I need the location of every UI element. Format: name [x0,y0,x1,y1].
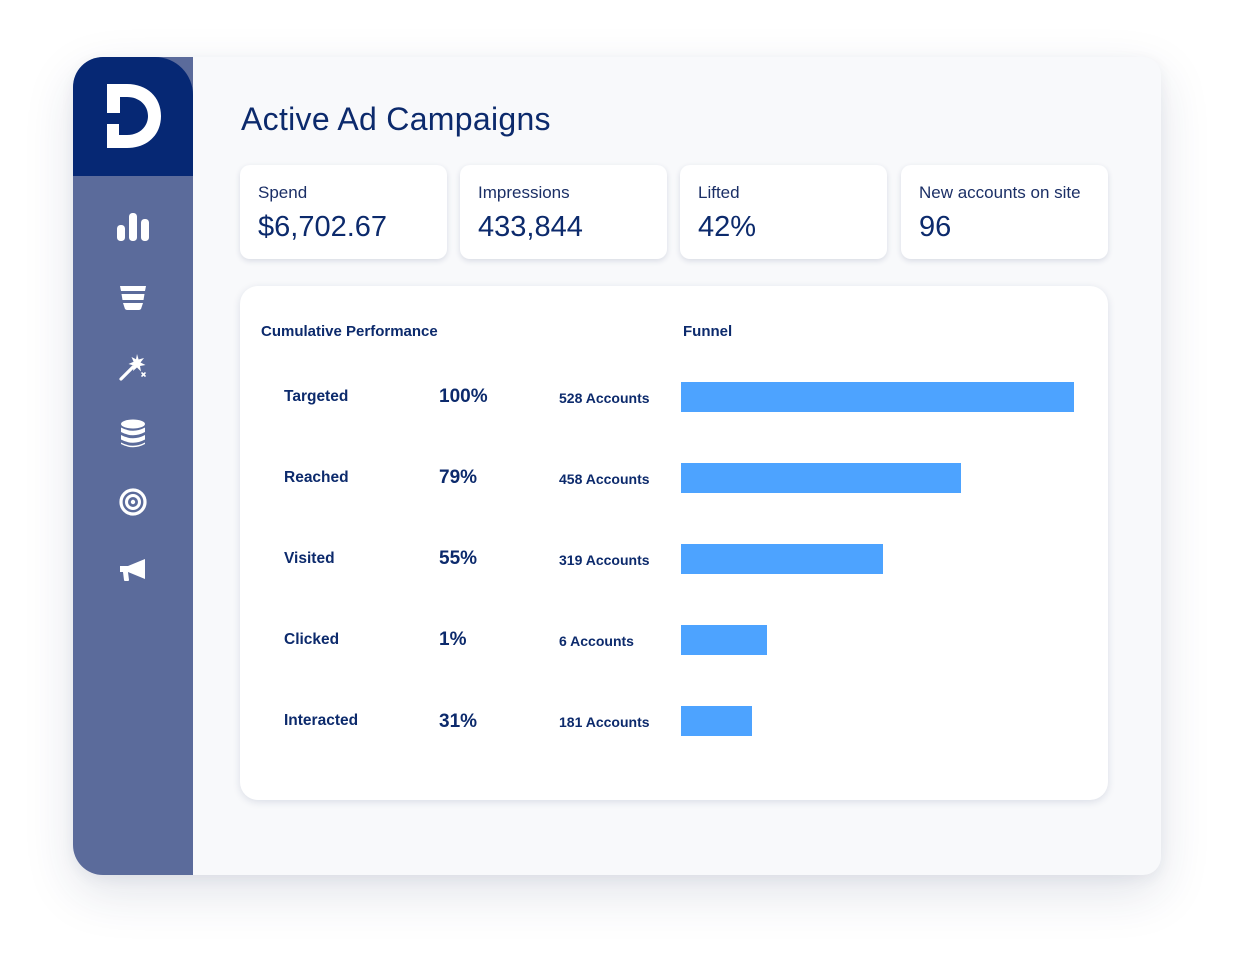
funnel-heading: Funnel [683,323,733,340]
stage-label-interacted: Interacted [284,712,359,729]
stage-percent-visited: 55% [439,548,478,569]
stage-accounts-reached: 458 Accounts [559,471,650,487]
funnel-bar-targeted[interactable] [681,382,1074,412]
stage-accounts-targeted: 528 Accounts [559,390,650,406]
magic-wand-icon [119,354,146,381]
stage-percent-interacted: 31% [439,711,478,732]
megaphone-icon [120,559,145,581]
kpi-label: New accounts on site [919,183,1081,202]
nav-targeting[interactable] [113,482,153,522]
page-title: Active Ad Campaigns [241,101,551,137]
funnel-bar-interacted[interactable] [681,706,752,736]
database-icon [121,419,145,448]
funnel-icon [120,286,146,310]
kpi-card-impressions[interactable]: Impressions 433,844 [460,165,667,259]
nav-analytics[interactable] [113,207,153,247]
nav-magic[interactable] [113,347,153,387]
kpi-value: 433,844 [478,211,583,243]
logo-block[interactable] [73,57,193,176]
sidebar [73,57,193,875]
stage-percent-reached: 79% [439,467,478,488]
target-icon [119,488,147,516]
kpi-label: Impressions [478,183,570,202]
kpi-card-new-accounts[interactable]: New accounts on site 96 [901,165,1108,259]
stage-accounts-clicked: 6 Accounts [559,633,634,649]
stage-accounts-visited: 319 Accounts [559,552,650,568]
app-window: Active Ad Campaigns Spend $6,702.67 Impr… [73,57,1161,875]
nav-data[interactable] [113,414,153,454]
kpi-value: 96 [919,211,952,243]
stage-label-clicked: Clicked [284,631,340,648]
kpi-value: 42% [698,211,757,243]
funnel-bar-reached[interactable] [681,463,961,493]
stage-accounts-interacted: 181 Accounts [559,714,650,730]
nav-campaigns[interactable] [113,550,153,590]
kpi-card-spend[interactable]: Spend $6,702.67 [240,165,447,259]
performance-heading: Cumulative Performance [261,323,438,340]
kpi-value: $6,702.67 [258,211,388,243]
stage-percent-clicked: 1% [439,629,467,650]
kpi-label: Spend [258,183,308,202]
nav-funnel[interactable] [113,278,153,318]
d-logo-icon [107,84,161,148]
stage-percent-targeted: 100% [439,386,488,407]
kpi-card-lifted[interactable]: Lifted 42% [680,165,887,259]
funnel-bar-visited[interactable] [681,544,883,574]
stage-label-targeted: Targeted [284,388,349,405]
performance-panel: Cumulative Performance Funnel Targeted 1… [240,286,1108,800]
stage-label-visited: Visited [284,550,335,567]
bar-chart-icon [117,213,149,241]
funnel-bar-clicked[interactable] [681,625,767,655]
kpi-label: Lifted [698,183,740,202]
stage-label-reached: Reached [284,469,349,486]
